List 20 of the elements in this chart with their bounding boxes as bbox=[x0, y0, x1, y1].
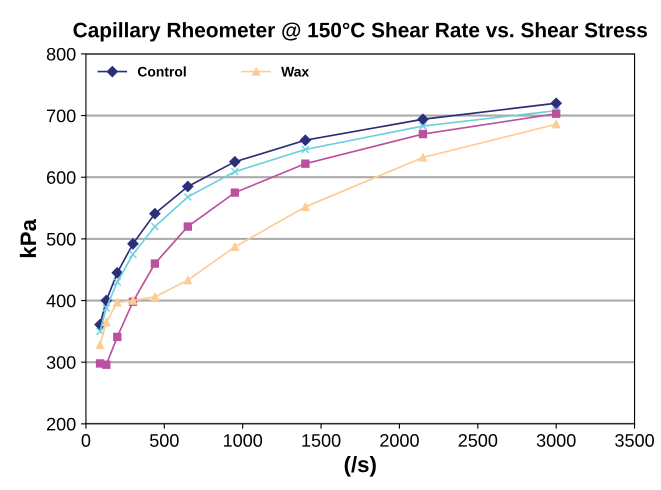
x-tick-label: 3000 bbox=[536, 434, 576, 447]
x-axis-title: (/s) bbox=[344, 456, 376, 477]
x-tick-label: 1500 bbox=[302, 434, 340, 447]
y-tick-label: 800 bbox=[46, 48, 76, 61]
y-tick-label: 400 bbox=[46, 294, 76, 308]
legend-label: Wax bbox=[281, 66, 310, 77]
y-tick-label: 300 bbox=[46, 356, 76, 369]
x-tick-label: 0 bbox=[82, 434, 90, 447]
y-axis-title: kPa bbox=[20, 218, 36, 258]
y-tick-label: 500 bbox=[46, 232, 76, 246]
chart-title: Capillary Rheometer @ 150°C Shear Rate vs. Shear Stress bbox=[74, 22, 648, 42]
x-tick-label: 2500 bbox=[458, 434, 498, 447]
y-tick-label: 700 bbox=[47, 109, 76, 122]
x-tick-label: 1000 bbox=[224, 434, 262, 447]
y-tick-label: 600 bbox=[47, 171, 76, 184]
x-tick-label: 2000 bbox=[380, 434, 419, 447]
y-tick-label: 200 bbox=[46, 418, 76, 431]
x-tick-label: 3500 bbox=[615, 434, 654, 447]
x-tick-label: 500 bbox=[150, 434, 179, 447]
legend-label: Control bbox=[138, 66, 186, 77]
